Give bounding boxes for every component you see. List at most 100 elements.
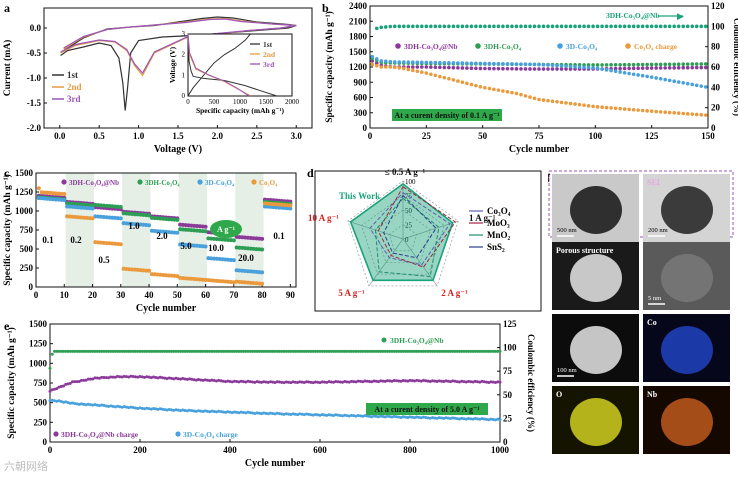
rate-band [65, 173, 94, 287]
data-point [282, 412, 286, 416]
data-point [203, 378, 207, 382]
data-point [327, 413, 331, 417]
panel-f-micrographs: f 500 nm SEI 200 nm Porous structure 5 nm 100 … [546, 170, 734, 460]
data-point [379, 25, 384, 30]
data-point [147, 407, 151, 411]
data-point [435, 380, 439, 384]
y-axis-label: Specific capacity (mAh g⁻¹) [6, 327, 17, 439]
data-point [424, 415, 428, 419]
data-point [107, 349, 110, 353]
data-point [492, 87, 496, 92]
data-point [431, 416, 434, 420]
data-point [374, 349, 378, 353]
this-work-label: This Work [339, 191, 380, 201]
data-point [559, 64, 564, 68]
y2-tick-label: 0 [711, 123, 716, 133]
data-point [685, 81, 690, 86]
watermark: 六朝网络 [4, 460, 48, 473]
data-point [161, 407, 164, 411]
x-axis-label: Voltage (V) [154, 144, 202, 155]
data-point [311, 349, 315, 353]
data-point [284, 349, 288, 353]
data-point [188, 349, 191, 353]
data-point [559, 24, 564, 29]
data-point [397, 349, 401, 353]
data-point [519, 67, 523, 71]
data-point [519, 62, 523, 66]
data-point [53, 387, 56, 391]
data-point [555, 63, 559, 68]
y-tick-label: 500 [20, 244, 34, 254]
data-point [302, 380, 306, 384]
data-point [107, 376, 110, 380]
data-point [217, 349, 221, 353]
data-point [546, 67, 550, 71]
data-point [334, 349, 338, 353]
data-point [654, 76, 658, 80]
panel-label: b [322, 1, 329, 15]
data-point [260, 247, 265, 252]
data-point [438, 24, 442, 29]
y-tick-label: 1500 [15, 168, 34, 178]
data-point [167, 349, 171, 353]
data-point [273, 349, 277, 353]
data-point [699, 24, 704, 29]
data-point [203, 244, 208, 249]
data-point [343, 349, 347, 353]
data-point [293, 412, 297, 416]
y-tick-label: 900 [354, 77, 368, 87]
y-tick-label: -2.0 [27, 123, 42, 133]
x-tick-label: 0 [48, 445, 53, 455]
data-point [131, 406, 135, 410]
data-point [467, 379, 470, 383]
data-point [374, 26, 379, 31]
legend-marker [557, 43, 563, 49]
data-point [595, 66, 600, 71]
data-point [649, 24, 654, 29]
data-point [179, 409, 182, 413]
data-point [460, 66, 465, 70]
data-point [564, 67, 568, 71]
data-point [501, 89, 505, 93]
inset-frame [187, 33, 293, 97]
data-point [640, 24, 645, 29]
ce-label: 3DH-Co₃O₄@Nb [606, 11, 660, 20]
data-point [537, 97, 541, 102]
data-point [676, 24, 681, 29]
data-point [329, 349, 333, 353]
data-point [449, 349, 452, 353]
data-point [118, 405, 122, 409]
data-point [681, 62, 686, 66]
data-point [154, 375, 158, 379]
data-point [163, 408, 167, 412]
data-point [71, 380, 74, 384]
data-point [280, 349, 284, 353]
data-point [199, 349, 203, 353]
data-point [197, 409, 200, 413]
data-point [199, 409, 203, 413]
data-point [498, 418, 502, 422]
data-point [338, 349, 342, 353]
data-point [645, 24, 649, 29]
data-point [288, 206, 293, 211]
data-point [685, 112, 690, 116]
data-point [363, 349, 367, 353]
data-point [219, 379, 223, 383]
micrograph-label: Co [647, 318, 657, 327]
data-point [433, 416, 437, 420]
data-point [118, 375, 122, 379]
data-point [203, 349, 207, 353]
data-point [429, 24, 433, 29]
data-point [300, 380, 304, 384]
data-point [429, 72, 433, 77]
data-point [458, 417, 461, 421]
data-point [266, 380, 270, 384]
data-point [410, 415, 414, 419]
micrograph-particle [570, 186, 622, 234]
data-point [672, 111, 676, 115]
data-point [600, 67, 604, 71]
data-point [491, 349, 495, 353]
data-point [654, 109, 658, 114]
data-point [447, 76, 451, 81]
data-point [523, 94, 528, 98]
